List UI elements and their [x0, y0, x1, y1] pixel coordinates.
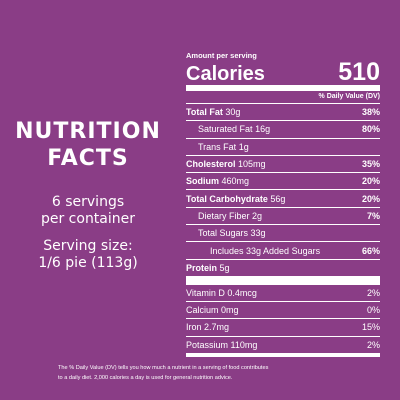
nutrient-amount: 33g	[250, 228, 266, 239]
nutrient-row-total-sugars: Total Sugars 33g	[186, 225, 380, 243]
vitamin-row-vitamin-d: Vitamin D 0.4mcg 2%	[186, 285, 380, 302]
daily-value-header: % Daily Value (DV)	[186, 91, 380, 104]
vitamin-dv: 0%	[366, 305, 380, 316]
nutrition-facts-panel: Amount per serving Calories 510 % Daily …	[186, 51, 380, 357]
nutrient-row-protein: Protein 5g	[186, 260, 380, 285]
vitamin-name: Calcium 0mg	[186, 305, 239, 316]
nutrient-amount: 5g	[219, 262, 230, 273]
nutrient-amount: 1g	[238, 141, 249, 152]
serving-size-line-2: 1/6 pie (113g)	[38, 255, 138, 271]
nutrient-row-added-sugars: Includes 33g Added Sugars 66%	[186, 242, 380, 260]
nutrient-row-sodium: Sodium 460mg 20%	[186, 173, 380, 191]
calories-row: Calories 510	[186, 60, 380, 91]
vitamin-name: Iron 2.7mg	[186, 322, 230, 333]
nutrient-amount: 2g	[252, 210, 263, 221]
daily-value-footnote: The % Daily Value (DV) tells you how muc…	[58, 363, 358, 383]
nutrient-name: Total Sugars	[198, 228, 249, 239]
title: NUTRITION FACTS	[0, 118, 176, 172]
vitamin-name: Potassium 110mg	[186, 339, 258, 350]
nutrient-amount: 30g	[225, 107, 241, 118]
nutrient-name: Protein	[186, 262, 218, 273]
nutrient-dv: 20%	[361, 176, 380, 187]
servings-line-2: per container	[40, 211, 136, 227]
nutrient-name: Total Fat	[186, 107, 223, 118]
vitamin-dv: 2%	[366, 287, 380, 298]
nutrient-name: Sodium	[186, 176, 219, 187]
nutrient-name: Includes 33g Added Sugars	[210, 245, 321, 256]
nutrient-dv: 35%	[361, 159, 380, 170]
nutrient-name: Total Carbohydrate	[186, 193, 268, 204]
footnote-line-2: to a daily diet. 2,000 calories a day is…	[58, 375, 233, 381]
nutrient-name: Dietary Fiber	[198, 210, 250, 221]
nutrient-dv: 80%	[361, 124, 380, 135]
vitamin-row-calcium: Calcium 0mg 0%	[186, 302, 380, 320]
nutrient-row-total-fat: Total Fat 30g 38%	[186, 104, 380, 122]
servings-per-container: 6 servings per container	[0, 194, 176, 228]
nutrient-name: Trans Fat	[198, 141, 237, 152]
nutrient-row-dietary-fiber: Dietary Fiber 2g 7%	[186, 208, 380, 226]
nutrient-row-total-carbohydrate: Total Carbohydrate 56g 20%	[186, 190, 380, 208]
nutrient-amount: 460mg	[221, 176, 250, 187]
servings-line-1: 6 servings	[51, 194, 125, 210]
nutrient-amount: 56g	[270, 193, 286, 204]
calories-value: 510	[338, 58, 380, 86]
vitamin-row-iron: Iron 2.7mg 15%	[186, 319, 380, 337]
nutrient-row-cholesterol: Cholesterol 105mg 35%	[186, 156, 380, 174]
nutrient-row-trans-fat: Trans Fat 1g	[186, 139, 380, 156]
vitamin-dv: 15%	[361, 322, 380, 333]
nutrient-name: Cholesterol	[186, 159, 236, 170]
nutrient-dv: 66%	[361, 245, 380, 256]
amount-per-serving-label: Amount per serving	[186, 51, 257, 60]
footnote-line-1: The % Daily Value (DV) tells you how muc…	[58, 365, 269, 371]
nutrient-amount: 16g	[255, 124, 271, 135]
vitamin-name: Vitamin D 0.4mcg	[186, 287, 257, 298]
nutrient-name: Saturated Fat	[198, 124, 253, 135]
title-line-1: NUTRITION	[15, 119, 161, 144]
nutrient-amount: 105mg	[238, 159, 266, 170]
nutrition-summary: NUTRITION FACTS 6 servings per container…	[0, 118, 176, 272]
nutrient-dv: 20%	[361, 193, 380, 204]
title-line-2: FACTS	[47, 146, 129, 171]
nutrient-row-saturated-fat: Saturated Fat 16g 80%	[186, 121, 380, 139]
calories-label: Calories	[186, 63, 265, 85]
serving-size: Serving size: 1/6 pie (113g)	[0, 238, 176, 272]
nutrient-dv: 38%	[361, 107, 380, 118]
serving-size-line-1: Serving size:	[43, 238, 133, 254]
vitamin-dv: 2%	[366, 339, 380, 350]
nutrient-dv: 7%	[366, 210, 380, 221]
vitamin-row-potassium: Potassium 110mg 2%	[186, 337, 380, 357]
